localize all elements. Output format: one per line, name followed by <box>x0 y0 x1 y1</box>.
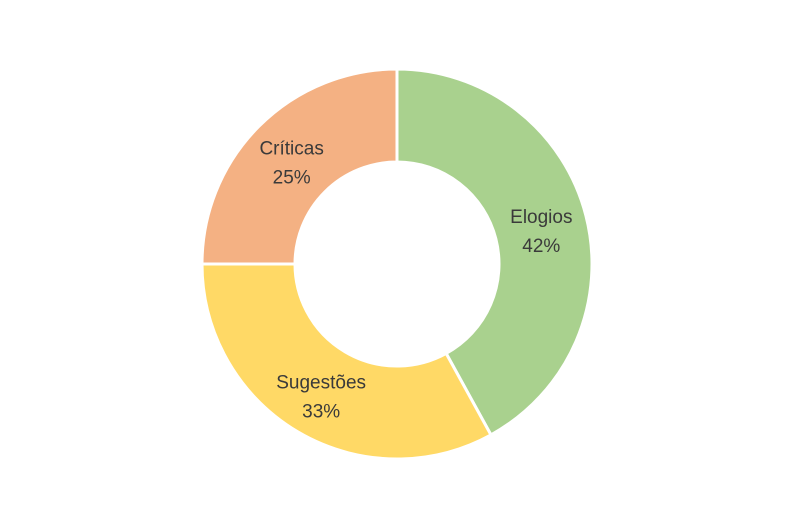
slice-label-sugestoes: Sugestões <box>276 372 366 393</box>
slice-sugestoes <box>200 262 493 461</box>
slice-elogios <box>395 67 594 437</box>
slice-criticas <box>200 67 399 266</box>
labels-group: Elogios 42% Sugestões 33% Críticas 25% <box>259 139 572 423</box>
slice-label-criticas: Críticas <box>259 139 323 160</box>
slice-value-label-criticas: 25% <box>273 168 311 189</box>
slice-value-label-sugestoes: 33% <box>302 401 340 422</box>
slices-group <box>200 67 594 461</box>
slice-label-elogios: Elogios <box>510 207 572 228</box>
slice-value-label-elogios: 42% <box>522 236 560 257</box>
